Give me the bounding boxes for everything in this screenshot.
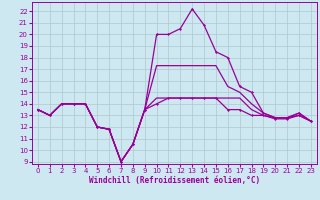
X-axis label: Windchill (Refroidissement éolien,°C): Windchill (Refroidissement éolien,°C) — [89, 176, 260, 185]
